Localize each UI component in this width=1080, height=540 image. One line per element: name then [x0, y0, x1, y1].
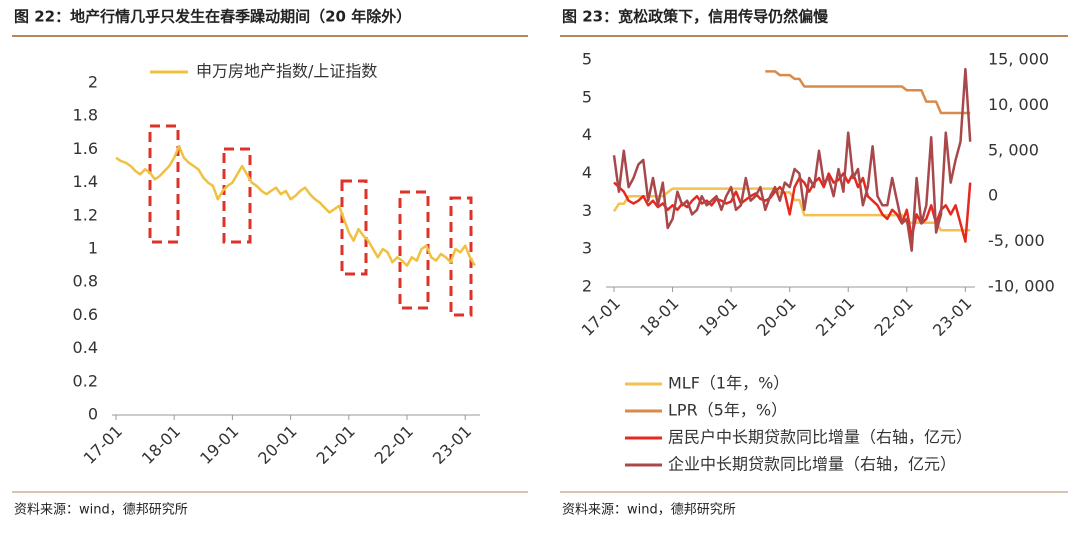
y-tick-label: 4 [582, 163, 592, 182]
source: 资料来源：wind，德邦研究所 [562, 503, 736, 518]
x-tick-label: 21-01 [812, 294, 858, 340]
y-tick-label: 5 [582, 87, 592, 106]
y-tick-label: 3 [582, 239, 592, 258]
highlight-box [148, 124, 180, 244]
y2-tick-label: 10, 000 [988, 95, 1049, 114]
y-tick-label: 1.4 [73, 172, 98, 191]
y-tick-label: 0.8 [73, 272, 98, 291]
y-tick-label: 4 [582, 125, 592, 144]
y-tick-label: 1.8 [73, 106, 98, 125]
x-tick-label: 20-01 [753, 294, 799, 340]
y-tick-label: 1.6 [73, 139, 98, 158]
y2-tick-label: 15, 000 [988, 50, 1049, 69]
legend-label: 申万房地产指数/上证指数 [196, 62, 377, 81]
chart-title: 图 22：地产行情几乎只发生在春季躁动期间（20 年除外） [14, 8, 411, 26]
x-tick-label: 23-01 [929, 294, 975, 340]
y2-tick-label: 5, 000 [988, 140, 1039, 159]
legend-label: 居民户中长期贷款同比增量（右轴，亿元） [668, 428, 972, 447]
y2-tick-label: -5, 000 [988, 231, 1045, 250]
x-tick-label: 22-01 [870, 294, 916, 340]
y-tick-label: 2 [88, 73, 98, 92]
x-tick-label: 23-01 [429, 422, 475, 468]
series-line [612, 67, 972, 252]
y-tick-label: 5 [582, 50, 592, 69]
x-tick-label: 17-01 [578, 294, 624, 340]
legend-label: LPR（5年，%） [668, 401, 787, 420]
y-tick-label: 1.2 [73, 205, 98, 224]
series-line [765, 70, 971, 115]
y-tick-label: 0.6 [73, 305, 98, 324]
y-tick-label: 0.4 [73, 338, 98, 357]
x-tick-label: 17-01 [80, 422, 126, 468]
x-tick-label: 19-01 [196, 422, 242, 468]
y-tick-label: 3 [582, 201, 592, 220]
highlight-box [340, 179, 368, 276]
series-line [115, 144, 476, 267]
x-tick-label: 21-01 [312, 422, 358, 468]
y-tick-label: 2 [582, 277, 592, 296]
y-tick-label: 0 [88, 405, 98, 424]
x-tick-label: 19-01 [695, 294, 741, 340]
x-tick-label: 18-01 [138, 422, 184, 468]
y2-tick-label: 0 [988, 186, 998, 205]
x-tick-label: 22-01 [371, 422, 417, 468]
highlight-box [222, 147, 252, 244]
series-line [613, 172, 972, 243]
x-tick-label: 20-01 [254, 422, 300, 468]
y2-tick-label: -10, 000 [988, 277, 1055, 296]
legend-label: 企业中长期贷款同比增量（右轴，亿元） [668, 455, 956, 474]
highlight-box [449, 196, 473, 317]
legend-label: MLF（1年，%） [668, 374, 789, 393]
y-tick-label: 0.2 [73, 371, 98, 390]
chart-title: 图 23：宽松政策下，信用传导仍然偏慢 [562, 8, 829, 26]
x-tick-label: 18-01 [636, 294, 682, 340]
source: 资料来源：wind，德邦研究所 [14, 503, 188, 518]
y-tick-label: 1 [88, 239, 98, 258]
highlight-box [398, 190, 430, 310]
